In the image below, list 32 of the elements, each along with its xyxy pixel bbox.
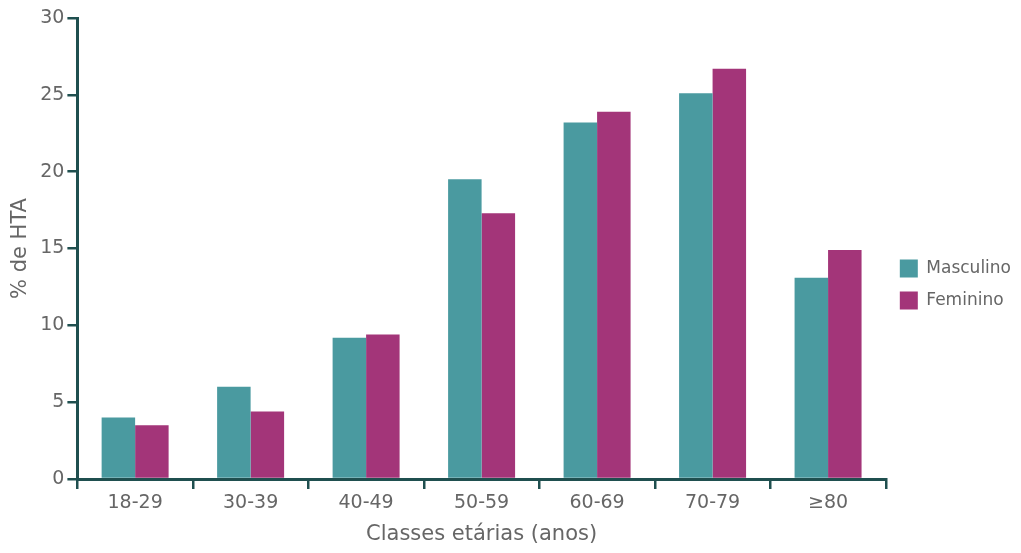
x-tick-label: ≥80 bbox=[808, 490, 849, 513]
y-tick-label: 20 bbox=[40, 158, 65, 181]
y-tick-label: 10 bbox=[40, 312, 65, 335]
legend-label: Feminino bbox=[926, 288, 1004, 309]
x-tick-label: 60-69 bbox=[569, 490, 625, 513]
y-tick-label: 15 bbox=[40, 235, 65, 258]
x-tick-label: 40-49 bbox=[338, 490, 394, 513]
bar bbox=[101, 417, 136, 478]
y-tick-label: 30 bbox=[40, 4, 65, 27]
y-tick-label: 0 bbox=[52, 465, 65, 488]
bar bbox=[250, 411, 285, 478]
bar bbox=[448, 179, 482, 478]
y-tick-label: 5 bbox=[52, 389, 65, 412]
y-axis-title: % de HTA bbox=[7, 197, 32, 299]
bar bbox=[217, 386, 251, 478]
x-tick-label: 70-79 bbox=[684, 490, 741, 513]
bar bbox=[828, 250, 862, 478]
bar bbox=[679, 93, 713, 478]
bar bbox=[366, 334, 400, 478]
bar bbox=[332, 337, 367, 478]
bar bbox=[712, 68, 747, 478]
bar bbox=[481, 213, 516, 478]
x-tick-label: 18-29 bbox=[107, 490, 163, 513]
bar bbox=[794, 277, 829, 478]
bar bbox=[597, 111, 631, 478]
bar bbox=[563, 122, 598, 478]
x-axis-title: Classes etárias (anos) bbox=[366, 520, 598, 545]
legend-label: Masculino bbox=[926, 256, 1011, 277]
x-tick-label: 50-59 bbox=[453, 490, 510, 513]
y-tick-label: 25 bbox=[40, 81, 65, 104]
bar bbox=[135, 425, 169, 478]
x-tick-label: 30-39 bbox=[223, 490, 279, 513]
